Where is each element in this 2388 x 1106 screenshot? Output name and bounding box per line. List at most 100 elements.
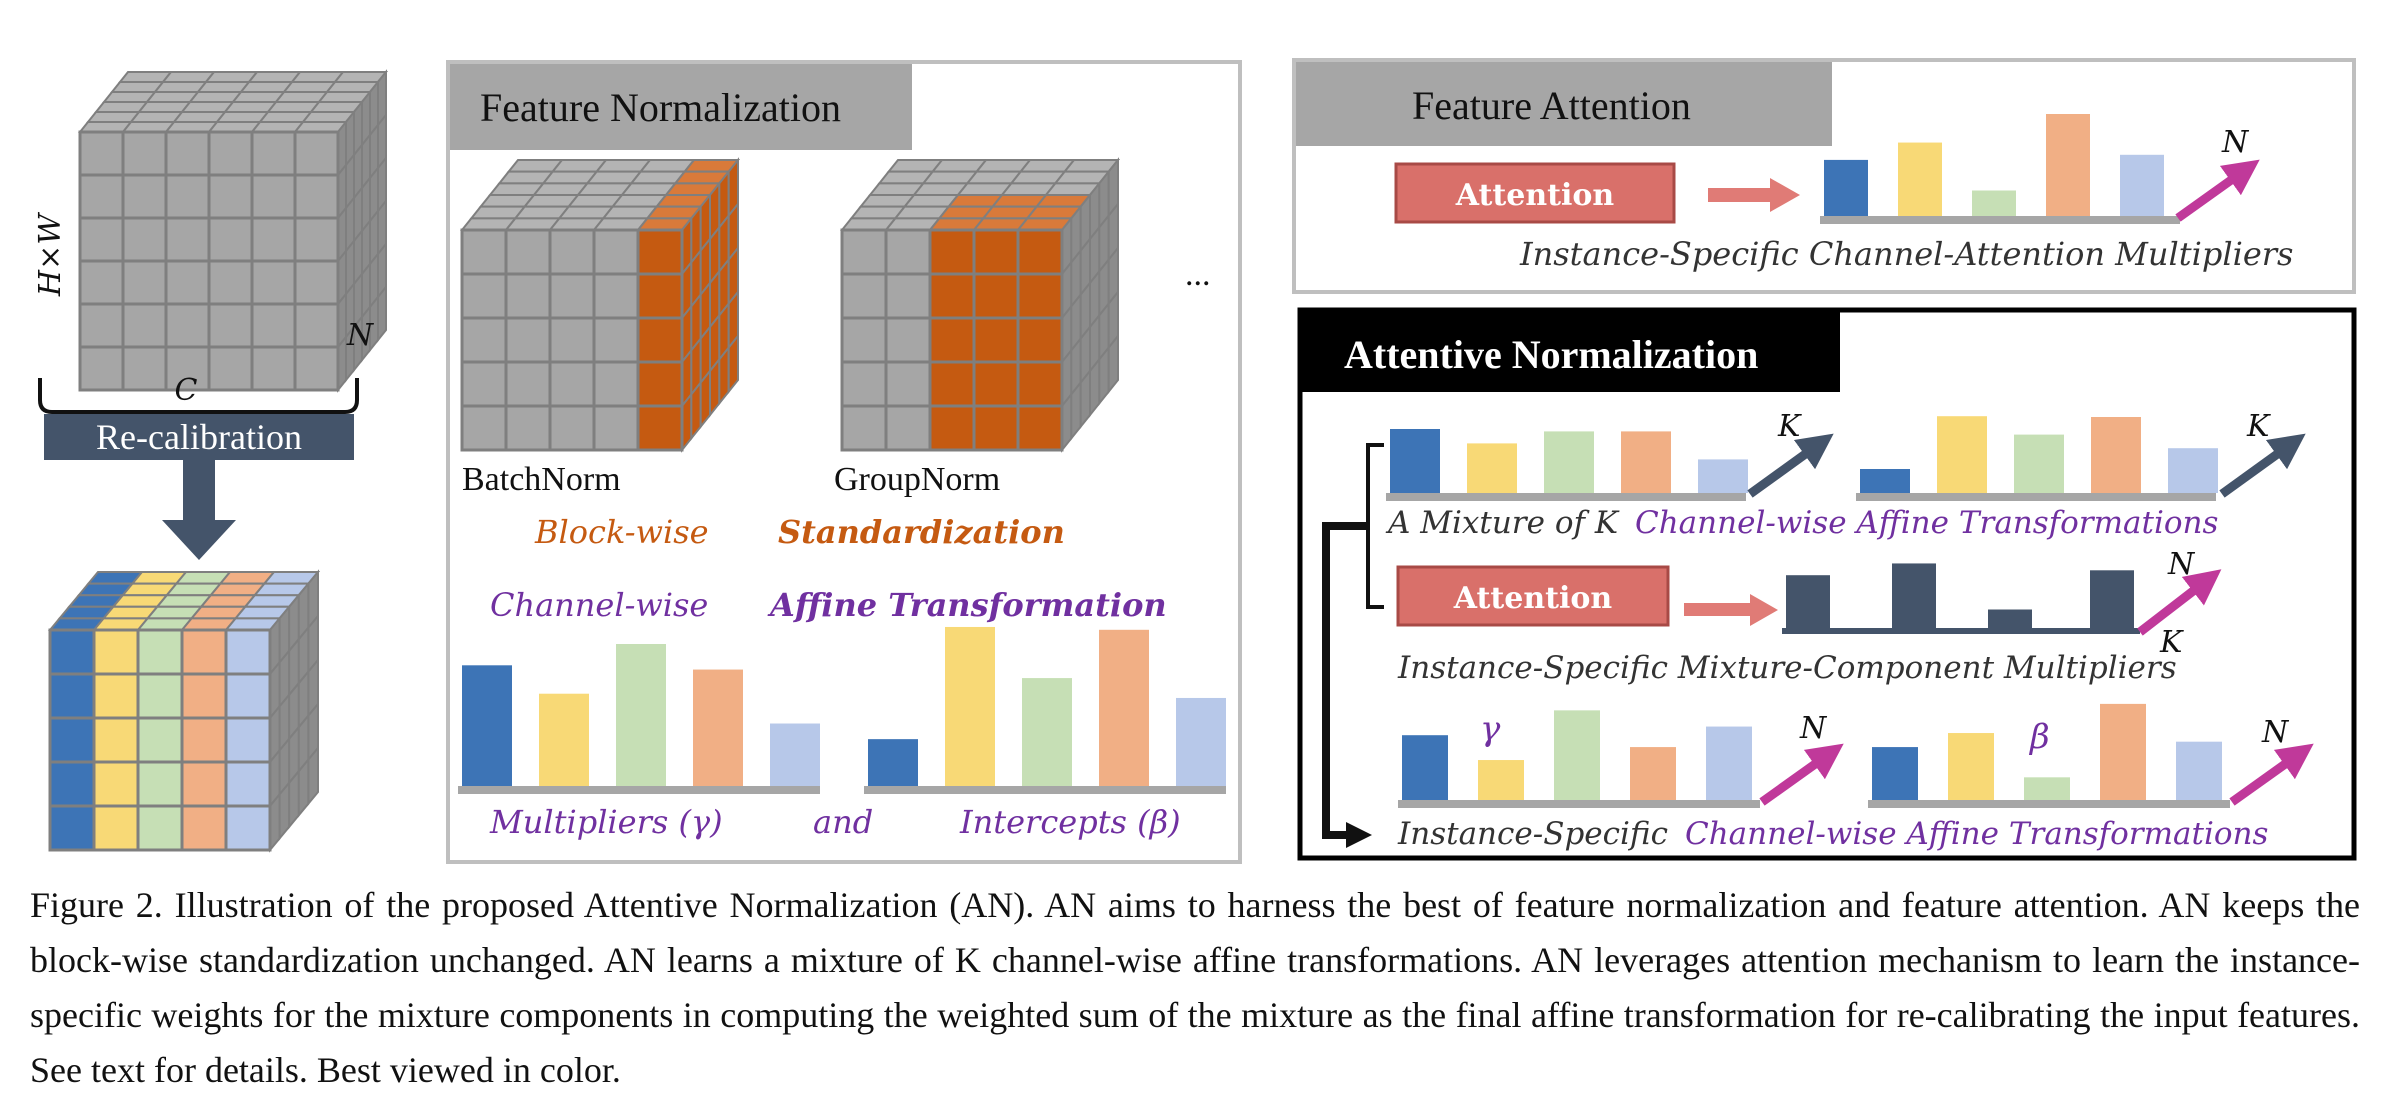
an-mix1-bar <box>1621 431 1671 493</box>
mixture-bracket <box>1368 445 1384 607</box>
bn-cube-front-cell <box>594 318 638 362</box>
input-cube-front-cell <box>123 132 166 175</box>
an-mixture-bars-1: K <box>1386 409 1822 501</box>
input-cube-front-cell <box>252 261 295 304</box>
output-cube-front-cell <box>226 718 270 762</box>
input-cube-front-cell <box>252 175 295 218</box>
input-cube-front-cell <box>295 175 338 218</box>
input-cube-front-cell <box>123 347 166 390</box>
fa-bar <box>2046 114 2090 216</box>
output-cube-front-cell <box>226 630 270 674</box>
output-cube-front-cell <box>182 806 226 850</box>
gn-cube-front-cell <box>842 362 886 406</box>
input-cube-front-cell <box>123 218 166 261</box>
fn-intercept-bars <box>864 627 1226 794</box>
and-label: and <box>813 803 873 841</box>
fn-gamma-bar <box>616 644 666 786</box>
input-cube-front-cell <box>80 261 123 304</box>
gn-cube-side-cell <box>1090 359 1099 415</box>
gn-cube-front-cell <box>886 230 930 274</box>
output-cube-front-cell <box>226 806 270 850</box>
input-cube-front-cell <box>80 218 123 261</box>
output-cube-front-cell <box>182 762 226 806</box>
an-comp-bar <box>1786 575 1830 634</box>
output-cube-front-cell <box>182 674 226 718</box>
input-feature-cube <box>80 72 386 390</box>
input-cube-front-cell <box>166 304 209 347</box>
input-cube-front-cell <box>209 261 252 304</box>
output-cube-front-cell <box>226 674 270 718</box>
gn-cube-front-cell <box>974 230 1018 274</box>
gn-cube-front-cell <box>930 230 974 274</box>
an-attention-label: Attention <box>1453 581 1613 616</box>
an-gamma-bar <box>1478 760 1524 800</box>
affine-transformation-label: Affine Transformation <box>767 586 1167 624</box>
an-title: Attentive Normalization <box>1344 332 1758 377</box>
an-gamma-bar <box>1706 727 1752 800</box>
feedback-arrow-line <box>1326 526 1368 835</box>
fn-beta-axis <box>864 786 1226 794</box>
an-beta-bar <box>1948 733 1994 800</box>
an-gamma-n-arrow <box>1762 752 1832 802</box>
an-comp-bar <box>1892 563 1936 634</box>
bn-cube-side-cell <box>691 383 700 439</box>
fa-bar <box>1898 143 1942 216</box>
fa-n-label: N <box>2221 125 2250 160</box>
bn-cube-front-cell <box>594 362 638 406</box>
fn-gamma-bar <box>539 694 589 786</box>
c-axis-label: C <box>175 373 198 408</box>
batchnorm-cube <box>462 160 738 450</box>
gn-cube-front-cell <box>1018 274 1062 318</box>
gn-cube-front-cell <box>1018 318 1062 362</box>
fn-title: Feature Normalization <box>480 85 841 130</box>
recalibration-arrow-shaft <box>183 460 215 520</box>
fn-gamma-bar <box>462 665 512 786</box>
input-cube-front-cell <box>80 304 123 347</box>
input-cube-side-cell <box>378 287 386 340</box>
output-cube-front-cell <box>94 718 138 762</box>
bn-cube-front-cell <box>550 318 594 362</box>
input-cube-front-cell <box>166 175 209 218</box>
an-comp-n-arrow <box>2140 578 2210 632</box>
input-cube-front-cell <box>80 132 123 175</box>
an-arrow <box>1684 594 1778 626</box>
attentive-normalization-panel: Attentive Normalization K K A Mixture of… <box>1300 310 2354 858</box>
input-cube-front-cell <box>252 132 295 175</box>
fa-arrow <box>1708 178 1800 212</box>
input-cube-front-cell <box>252 218 295 261</box>
hw-axis-label: H×W <box>33 212 68 297</box>
gn-cube-front-cell <box>842 274 886 318</box>
an-final-beta-bars: N <box>1868 704 2302 808</box>
final-label-a: Instance-Specific <box>1397 816 1668 852</box>
output-cube-front-cell <box>94 806 138 850</box>
bn-cube-front-cell <box>550 362 594 406</box>
feedback-arrow-head <box>1346 822 1372 848</box>
recalibrated-feature-cube <box>50 572 318 850</box>
bn-cube-side-cell <box>701 371 710 427</box>
intercepts-label: Intercepts (β) <box>959 803 1181 841</box>
output-cube-side-cell <box>299 760 309 816</box>
batchnorm-label: BatchNorm <box>462 461 621 498</box>
fn-beta-bar <box>1099 630 1149 786</box>
beta-symbol: β <box>2028 717 2050 757</box>
mixture-label-b: Channel-wise Affine Transformations <box>1635 505 2218 541</box>
output-cube-front-cell <box>94 674 138 718</box>
bn-cube-front-cell <box>638 274 682 318</box>
an-comp-n-label: N <box>2167 547 2196 582</box>
fn-gamma-bar <box>693 670 743 786</box>
recalibration-arrow-head <box>162 520 236 560</box>
bn-cube-front-cell <box>506 362 550 406</box>
an-beta-bar <box>2100 704 2146 800</box>
bn-cube-front-cell <box>550 230 594 274</box>
output-cube-front-cell <box>138 630 182 674</box>
fa-n-arrow <box>2178 168 2248 218</box>
input-cube-front-cell <box>252 347 295 390</box>
output-cube-front-cell <box>94 630 138 674</box>
an-gamma-bar <box>1402 735 1448 800</box>
gn-cube-front-cell <box>886 318 930 362</box>
an-beta-n-label: N <box>2261 715 2290 750</box>
an-final-gamma-bars: N <box>1398 710 1832 808</box>
fa-attention-label: Attention <box>1455 178 1615 213</box>
figure-canvas: H×W N C Re-calibration Feature Normaliza… <box>0 0 2388 880</box>
groupnorm-cube <box>842 160 1118 450</box>
